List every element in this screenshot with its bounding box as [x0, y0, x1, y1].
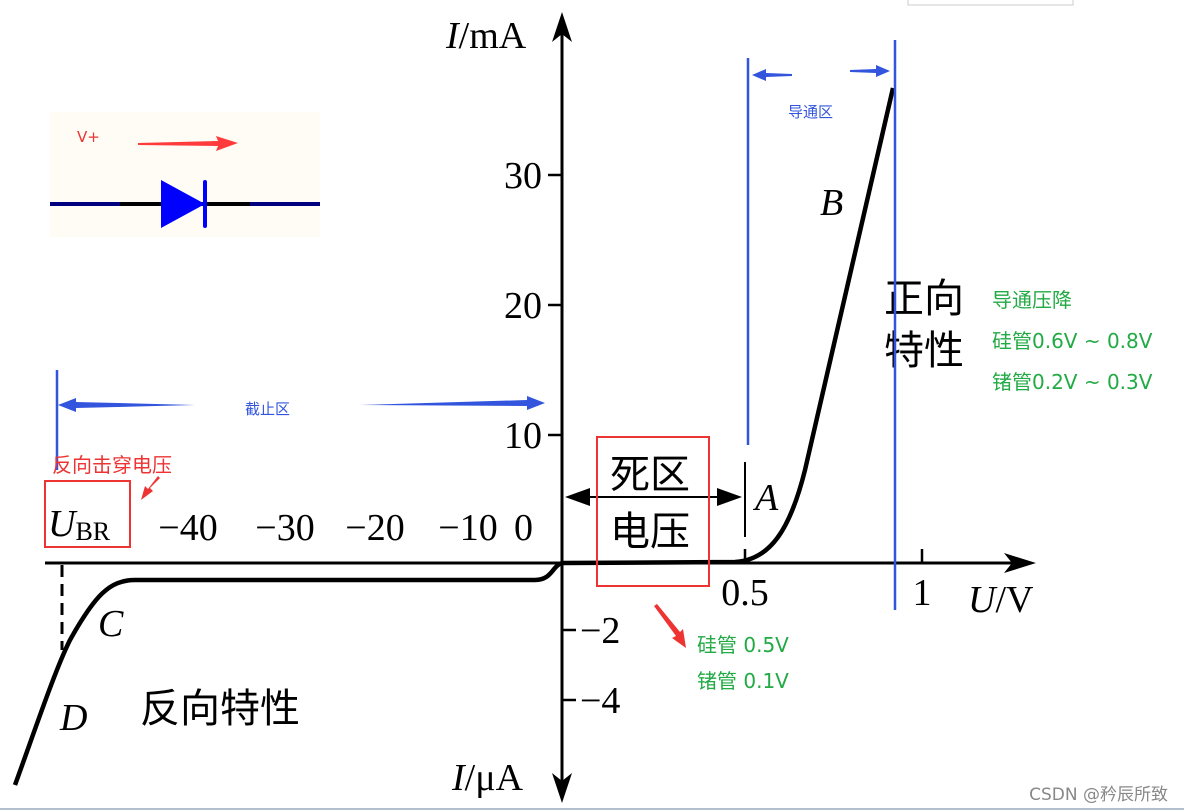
dead-zone-highlight-box	[596, 436, 710, 587]
y-axis-label-top: I/mA	[445, 15, 527, 57]
dead-voltage-ge: 锗管 0.1V	[697, 669, 789, 693]
y-axis-arrow-bottom	[552, 773, 572, 803]
y-ticks	[548, 173, 924, 702]
forward-label-2: 特性	[884, 328, 964, 373]
x-axis-arrow	[1004, 553, 1036, 573]
reverse-label: 反向特性	[140, 686, 300, 731]
dead-voltage-si: 硅管 0.5V	[697, 633, 789, 657]
dead-zone-pointer-arrow	[654, 604, 686, 648]
x-tick-label: −20	[345, 507, 404, 549]
y-axis-arrow-top	[552, 12, 572, 42]
x-tick-label: −30	[255, 507, 314, 549]
dead-zone-label-1: 死区	[610, 452, 690, 497]
point-b-label: B	[820, 182, 843, 224]
x-axis-label: U/V	[968, 579, 1034, 621]
forward-label-1: 正向	[884, 276, 964, 321]
point-d-label: D	[59, 697, 87, 739]
cutoff-zone-label: 截止区	[245, 400, 290, 418]
forward-drop-si: 硅管0.6V ~ 0.8V	[992, 329, 1153, 353]
origin-label: 0	[514, 507, 533, 549]
forward-curve	[561, 87, 896, 566]
ubr-label: UBR	[48, 503, 111, 546]
point-c-label: C	[98, 603, 124, 645]
y-tick-label: −4	[580, 680, 620, 722]
cutoff-arrow-right	[360, 396, 545, 410]
inset-vplus-label: V+	[77, 128, 100, 146]
dead-zone-label-2: 电压	[610, 509, 690, 554]
y-tick-label: 30	[504, 155, 542, 197]
point-a-label: A	[752, 477, 779, 519]
current-direction-arrow	[138, 136, 238, 151]
diode-symbol-icon	[161, 180, 205, 228]
breakdown-voltage-note: 反向击穿电压	[52, 453, 172, 477]
breakdown-pointer-arrow	[141, 476, 160, 500]
reverse-curve	[12, 560, 563, 786]
diode-inset: V+	[50, 112, 320, 237]
conduction-arrow-left	[752, 69, 792, 81]
forward-drop-title: 导通压降	[992, 288, 1072, 312]
watermark: CSDN @矜辰所致	[1029, 785, 1168, 805]
y-tick-label: −2	[580, 610, 620, 652]
x-tick-label: −40	[158, 507, 217, 549]
x-tick-label: −10	[438, 507, 497, 549]
y-axis-label-bottom: I/μA	[451, 757, 524, 799]
y-tick-label: 10	[504, 415, 542, 457]
conduction-zone-label: 导通区	[788, 103, 833, 121]
faint-table-fragment	[907, 0, 1074, 6]
x-tick-label: 0.5	[721, 572, 769, 614]
y-tick-label: 20	[504, 285, 542, 327]
dead-zone-arrow-left	[565, 488, 590, 506]
forward-drop-ge: 锗管0.2V ~ 0.3V	[992, 370, 1153, 394]
dead-zone-arrow-right	[717, 488, 742, 506]
cutoff-arrow-left	[58, 398, 195, 412]
x-tick-label: 1	[913, 572, 932, 614]
conduction-arrow-right	[850, 65, 890, 77]
ubr-highlight-box	[44, 480, 131, 548]
